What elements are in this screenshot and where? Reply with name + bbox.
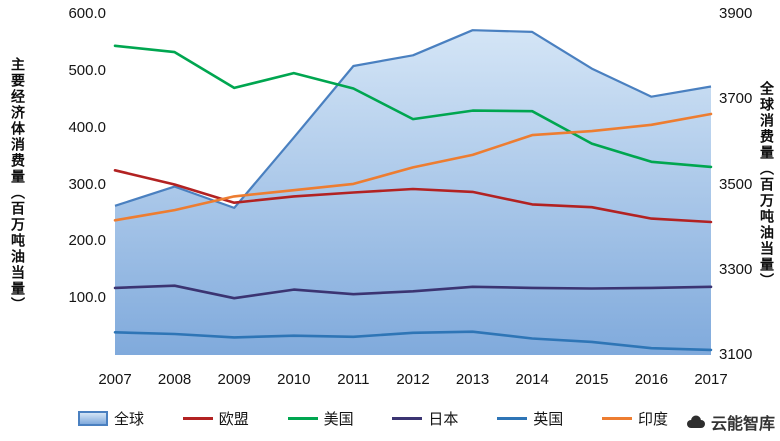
y-axis-tick-label: 3700: [719, 90, 753, 108]
legend-label: 英国: [533, 411, 564, 428]
y-axis-tick-label: 3500: [719, 175, 753, 193]
legend-swatch-line: [601, 417, 632, 420]
x-axis-tick-label: 2014: [515, 371, 549, 388]
legend-item-uk: 英国: [497, 408, 563, 429]
y-axis-tick-label: 500.0: [68, 61, 106, 79]
legend: 全球 欧盟 美国 日本 英国 印度: [78, 408, 668, 429]
legend-swatch-line: [182, 417, 213, 420]
right-axis-title: 全球消费量（百万吨油当量）: [759, 80, 775, 289]
x-axis-tick-label: 2011: [337, 371, 370, 388]
y-axis-tick-label: 300.0: [68, 175, 106, 193]
series-global-area: [115, 30, 711, 355]
x-axis-tick-label: 2009: [217, 371, 251, 388]
legend-swatch-line: [287, 417, 318, 420]
series-japan-line: [113, 284, 713, 300]
x-axis-tick-label: 2017: [694, 371, 728, 388]
cloud-logo-icon: [686, 415, 705, 428]
legend-item-global: 全球: [78, 408, 144, 429]
legend-item-japan: 日本: [392, 408, 458, 429]
legend-item-india: 印度: [601, 408, 668, 429]
y-axis-tick-label: 100.0: [68, 289, 106, 307]
legend-label: 印度: [637, 411, 668, 428]
legend-item-eu: 欧盟: [182, 408, 249, 429]
legend-label: 全球: [114, 411, 145, 428]
y-axis-tick-label: 600.0: [68, 5, 106, 22]
x-axis-tick-label: 2015: [575, 371, 609, 388]
y-axis-tick-label: 3100: [719, 346, 753, 363]
series-india-line: [113, 112, 713, 222]
x-axis-tick-label: 2013: [455, 371, 490, 388]
legend-swatch-line: [497, 417, 528, 420]
series-eu-line: [113, 169, 713, 224]
y-axis-tick-label: 200.0: [68, 232, 106, 250]
x-axis-tick-label: 2007: [98, 371, 132, 388]
legend-item-us: 美国: [287, 408, 354, 429]
x-axis-tick-label: 2016: [634, 371, 669, 388]
watermark-text: 云能智库: [710, 416, 775, 433]
x-axis-tick-label: 2010: [277, 371, 311, 388]
watermark: 云能智库: [685, 410, 775, 434]
legend-label: 日本: [428, 411, 459, 428]
legend-label: 美国: [323, 411, 354, 428]
left-axis-title: 主要经济体消费量（百万吨油当量）: [10, 56, 26, 313]
x-axis-tick-label: 2008: [157, 371, 192, 388]
legend-label: 欧盟: [218, 411, 249, 428]
series-us-line: [113, 44, 713, 169]
y-axis-tick-label: 3300: [719, 260, 753, 278]
legend-swatch-area: [78, 411, 108, 426]
series-uk-line: [113, 330, 713, 352]
x-axis-tick-label: 2012: [396, 371, 430, 388]
legend-swatch-line: [392, 417, 423, 420]
y-axis-tick-label: [52, 346, 106, 364]
y-axis-tick-label: 3900: [719, 5, 753, 22]
y-axis-tick-label: 400.0: [68, 118, 106, 136]
